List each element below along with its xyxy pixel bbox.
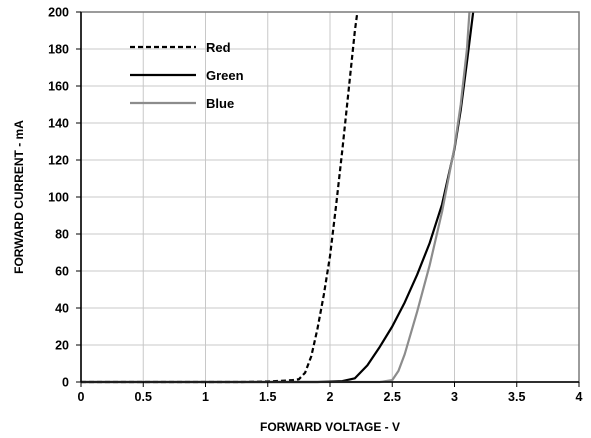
tick-labels: 0 0.5 1 1.5 2 2.5 3 3.5 402040608010012014016018… (48, 6, 582, 405)
legend-label-green: Green (206, 68, 244, 83)
x-axis-title: FORWARD VOLTAGE - V (260, 420, 400, 434)
y-tick-label: 60 (55, 265, 69, 279)
x-tick-label: 3.5 (508, 390, 525, 404)
x-tick-label: 1.5 (259, 390, 276, 404)
x-tick-label: 0.5 (135, 390, 152, 404)
y-tick-label: 100 (48, 191, 69, 205)
legend: Red Green Blue (130, 40, 244, 111)
x-tick-label: 1 (202, 390, 209, 404)
y-tick-label: 140 (48, 117, 69, 131)
y-tick-label: 180 (48, 43, 69, 57)
y-tick-label: 0 (62, 376, 69, 390)
grid (81, 12, 579, 382)
y-tick-label: 200 (48, 6, 69, 20)
y-axis-title: FORWARD CURRENT - mA (12, 120, 26, 274)
y-tick-label: 20 (55, 339, 69, 353)
x-tick-label: 2.5 (384, 390, 401, 404)
y-tick-label: 40 (55, 302, 69, 316)
x-tick-label: 0 (78, 390, 85, 404)
x-tick-label: 4 (576, 390, 583, 404)
plot-frame (76, 12, 579, 387)
y-tick-label: 80 (55, 228, 69, 242)
legend-label-red: Red (206, 40, 231, 55)
x-tick-label: 3 (451, 390, 458, 404)
y-tick-label: 120 (48, 154, 69, 168)
legend-label-blue: Blue (206, 96, 234, 111)
y-tick-label: 160 (48, 80, 69, 94)
x-tick-label: 2 (327, 390, 334, 404)
